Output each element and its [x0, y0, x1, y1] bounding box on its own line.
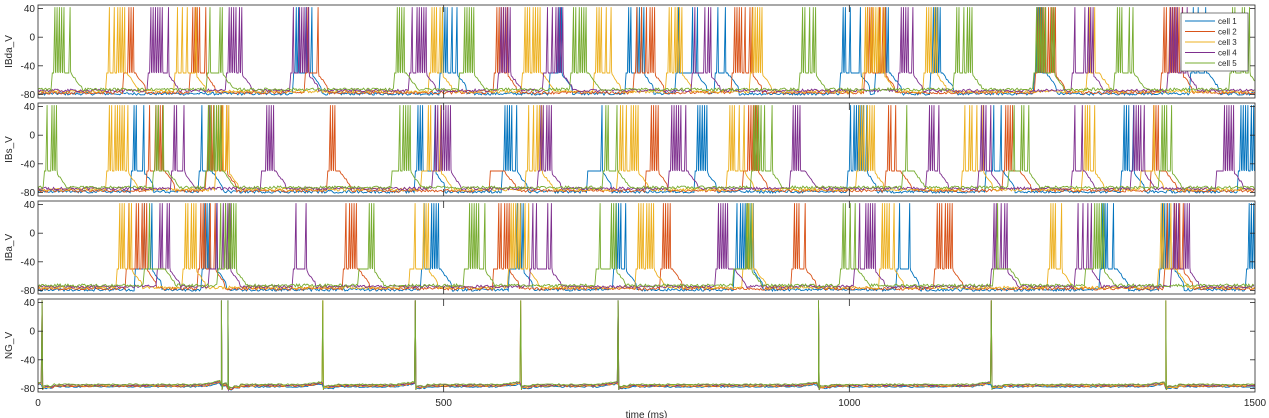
y-tick-label: -80	[21, 286, 36, 297]
trace-cell-5	[38, 203, 1255, 288]
y-tick-label: 0	[29, 33, 35, 44]
y-tick-label: 0	[29, 131, 35, 142]
trace-cell-3	[38, 300, 1255, 391]
y-tick-label: -40	[21, 257, 36, 268]
trace-cell-5	[38, 7, 1255, 93]
legend-entry: cell 4	[1218, 49, 1237, 58]
y-tick-label: -80	[21, 188, 36, 199]
y-axis-label: NG_V	[4, 332, 15, 360]
x-tick-label: 1500	[1244, 398, 1267, 409]
y-tick-label: 40	[24, 200, 36, 211]
legend-entry: cell 5	[1218, 59, 1237, 68]
trace-cell-3	[38, 105, 1255, 192]
panel-1: 40 0 -40 -80 IBda_V	[4, 4, 1256, 101]
trace-cell-5	[38, 300, 1255, 391]
trace-cell-2	[38, 300, 1255, 391]
y-tick-label: 40	[24, 298, 36, 309]
y-tick-label: -40	[21, 355, 36, 366]
y-tick-label: 40	[24, 102, 36, 113]
panel-3-frame	[37, 200, 1256, 295]
panel-4: 40 0 -40 -80 NG_V 0 500 1000 1500 time (ms)	[4, 298, 1267, 418]
trace-cell-1	[38, 105, 1255, 195]
panel-1-traces	[38, 7, 1255, 97]
y-tick-label: -40	[21, 61, 36, 72]
trace-cell-4	[38, 7, 1255, 93]
panel-2-traces	[38, 105, 1255, 195]
trace-cell-3	[38, 203, 1255, 290]
y-tick-label: -40	[21, 159, 36, 170]
y-axis-label: IBda_V	[4, 35, 15, 68]
y-tick-label: -80	[21, 384, 36, 395]
panel-4-traces	[38, 300, 1255, 392]
panel-3-traces	[38, 203, 1255, 293]
trace-cell-4	[38, 203, 1255, 289]
panel-3: 40 0 -40 -80 IBa_V	[4, 200, 1256, 297]
panel-4-frame	[37, 298, 1256, 393]
panel-2: 40 0 -40 -80 IBs_V	[4, 102, 1256, 199]
y-axis-label: IBa_V	[4, 234, 15, 262]
y-tick-label: 0	[29, 327, 35, 338]
legend-entry: cell 3	[1218, 38, 1237, 47]
legend-entry: cell 1	[1218, 17, 1237, 26]
x-tick-label: 500	[435, 398, 452, 409]
trace-cell-3	[38, 7, 1255, 95]
trace-cell-5	[38, 105, 1255, 190]
y-axis-label: IBs_V	[4, 136, 15, 163]
x-tick-label: 0	[35, 398, 41, 409]
legend-entry: cell 2	[1218, 28, 1237, 37]
panel-1-frame	[37, 4, 1256, 99]
x-tick-label: 1000	[838, 398, 861, 409]
y-tick-label: 0	[29, 229, 35, 240]
y-tick-label: -80	[21, 90, 36, 101]
x-axis-label: time (ms)	[626, 410, 668, 418]
trace-cell-4	[38, 300, 1255, 392]
y-tick-label: 40	[24, 4, 36, 15]
panel-2-frame	[37, 102, 1256, 197]
trace-cell-1	[38, 300, 1255, 391]
